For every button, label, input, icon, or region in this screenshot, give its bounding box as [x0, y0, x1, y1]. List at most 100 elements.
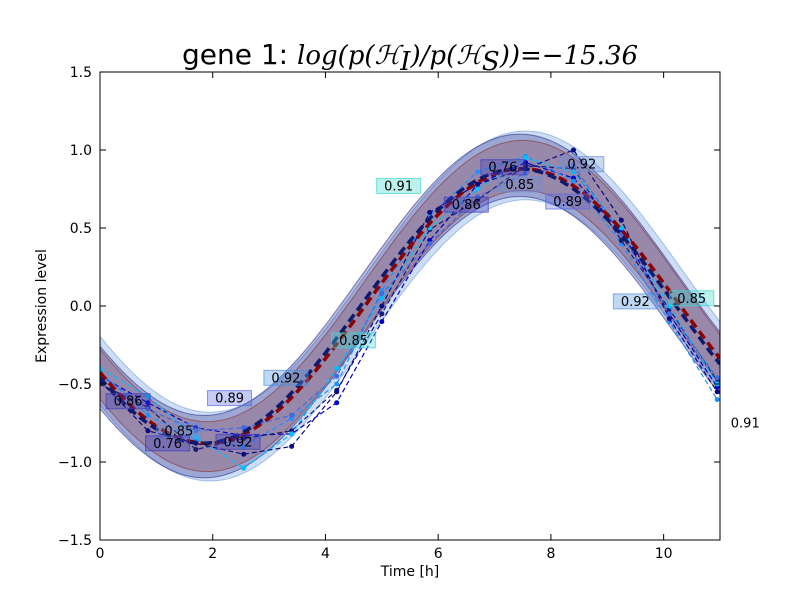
- annotation-label: 0.86: [105, 393, 151, 410]
- y-tick-label: −0.5: [58, 377, 92, 393]
- annotation-box: [105, 393, 151, 410]
- series-point: [334, 389, 340, 395]
- annotation-box: [145, 435, 191, 452]
- series-point: [241, 465, 247, 471]
- chart-title: gene 1: log(p(ℋI)/p(ℋS))=−15.36: [182, 38, 638, 77]
- series-point: [666, 311, 672, 317]
- series-point: [570, 178, 576, 184]
- annotation-text: 0.86: [452, 198, 481, 213]
- series-point: [334, 400, 340, 406]
- x-tick-label: 4: [321, 546, 330, 562]
- series-point: [666, 315, 672, 321]
- y-axis: −1.5 −1.0 −0.5 0.0 0.5 1.0 1.5: [58, 65, 720, 549]
- series-line-4: [100, 149, 718, 455]
- series-point: [100, 365, 103, 371]
- series-point: [145, 428, 151, 434]
- annotation-box: [156, 422, 202, 439]
- annotation-label: 0.85: [669, 290, 715, 307]
- y-tick-label: 1.5: [70, 65, 92, 81]
- annotation-label: 0.92: [263, 369, 309, 386]
- chart-title-sub1: I: [399, 47, 411, 77]
- series-point: [334, 365, 340, 371]
- series-point: [570, 163, 576, 169]
- annotation-label: 0.76: [480, 159, 526, 176]
- annotation-box: [331, 332, 377, 349]
- annotation-box: [215, 433, 261, 450]
- band-navy: [100, 133, 720, 479]
- annotation-text: 0.91: [384, 179, 413, 194]
- x-tick-label: 6: [434, 546, 443, 562]
- annotation-label: 0.86: [443, 196, 489, 213]
- series-point: [334, 381, 340, 387]
- x-tick-label: 2: [208, 546, 217, 562]
- annotation-text: 0.91: [731, 417, 760, 432]
- series-point: [334, 373, 340, 379]
- series-line-3: [100, 157, 718, 469]
- series-point: [427, 241, 433, 247]
- mean-curves: [100, 166, 720, 446]
- annotation-text: 0.86: [114, 395, 143, 410]
- series-point: [241, 443, 247, 449]
- x-axis-label: Time [h]: [380, 564, 440, 580]
- series-point: [379, 311, 385, 317]
- annotation-text: 0.92: [567, 158, 596, 173]
- annotation-text: 0.92: [271, 371, 300, 386]
- annotation-label: 0.92: [612, 293, 658, 310]
- series-point: [379, 291, 385, 297]
- annotation-text: 0.89: [215, 392, 244, 407]
- annotation-box: [545, 193, 591, 210]
- annotation-text: 0.92: [224, 435, 253, 450]
- series-point: [475, 169, 481, 175]
- series-point: [193, 428, 199, 434]
- series-point: [618, 217, 624, 223]
- annotation-box: [612, 293, 658, 310]
- series-point: [241, 451, 247, 457]
- y-tick-label: −1.0: [58, 455, 92, 471]
- x-tick-label: 0: [96, 546, 105, 562]
- annotation-text: 0.85: [505, 178, 534, 193]
- annotation-box: [497, 176, 543, 193]
- annotation-text: 0.85: [677, 292, 706, 307]
- annotation-box: [443, 196, 489, 213]
- annotation-label: 0.85: [331, 332, 377, 349]
- y-tick-label: 0.5: [70, 221, 92, 237]
- series-point: [241, 436, 247, 442]
- mean-navy: [100, 166, 720, 446]
- annotation-text: 0.76: [153, 437, 182, 452]
- series-point: [618, 237, 624, 243]
- series-point: [145, 400, 151, 406]
- annotation-text: 0.76: [488, 161, 517, 176]
- annotation-label: 0.92: [559, 156, 605, 173]
- series-point: [427, 209, 433, 215]
- series-point: [714, 397, 720, 403]
- series-point: [475, 186, 481, 192]
- annotation-text: 0.92: [621, 295, 650, 310]
- chart-title-math: log(p(ℋ: [297, 41, 405, 71]
- chart-title-end: ))=−15.36: [499, 41, 638, 71]
- series-point: [714, 389, 720, 395]
- y-tick-label: 0.0: [70, 299, 92, 315]
- annotation-box: [207, 390, 253, 407]
- series-point: [145, 393, 151, 399]
- series-point: [193, 447, 199, 453]
- annotation-text: 0.89: [553, 195, 582, 210]
- annotation-box: [559, 156, 605, 173]
- annotation-box: [480, 159, 526, 176]
- series-point: [570, 147, 576, 153]
- annotation-text: 0.85: [339, 334, 368, 349]
- series-point: [241, 425, 247, 431]
- x-axis: 0 2 4 6 8 10: [96, 72, 673, 562]
- series-point: [379, 319, 385, 325]
- x-tick-label: 8: [546, 546, 555, 562]
- y-tick-label: −1.5: [58, 533, 92, 549]
- annotation-box: [669, 290, 715, 307]
- series-point: [379, 303, 385, 309]
- annotation-box: [263, 369, 309, 386]
- annotation-box: [376, 177, 422, 194]
- series-line-1: [100, 155, 718, 448]
- annotation-label: 0.92: [215, 433, 261, 450]
- annotation-label: 0.89: [545, 193, 591, 210]
- annotation-label: 0.89: [207, 390, 253, 407]
- series-point: [289, 431, 295, 437]
